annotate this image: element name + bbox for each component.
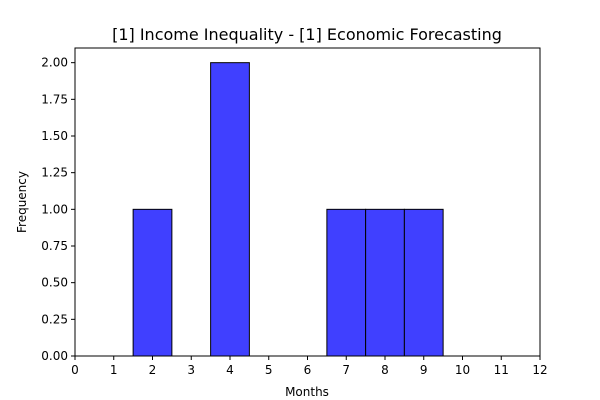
histogram-bar-3 <box>365 208 405 357</box>
x-tick-label-8: 8 <box>381 363 389 377</box>
y-tick-label-2: 0.50 <box>41 276 68 290</box>
x-tick-label-4: 4 <box>226 363 234 377</box>
histogram-bar-4 <box>403 208 444 357</box>
x-tick-label-5: 5 <box>265 363 273 377</box>
x-axis-ticks: 0 1 2 3 4 5 6 7 8 9 10 11 12 <box>71 356 548 377</box>
chart-title: [1] Income Inequality - [1] Economic For… <box>112 25 502 44</box>
y-tick-label-4: 1.00 <box>41 202 68 216</box>
x-tick-label-12: 12 <box>532 363 547 377</box>
y-axis-label: Frequency <box>15 171 29 233</box>
y-tick-label-7: 1.75 <box>41 92 68 106</box>
x-tick-label-6: 6 <box>304 363 312 377</box>
x-tick-label-7: 7 <box>342 363 350 377</box>
y-axis-ticks: 0.00 0.25 0.50 0.75 1.00 1.25 1.50 1.75 2.00 <box>41 56 75 363</box>
y-tick-label-6: 1.50 <box>41 129 68 143</box>
x-axis-label: Months <box>285 385 329 399</box>
y-tick-label-8: 2.00 <box>41 56 68 70</box>
bars-group <box>132 62 444 357</box>
y-tick-label-3: 0.75 <box>41 239 68 253</box>
y-tick-label-1: 0.25 <box>41 312 68 326</box>
x-tick-label-3: 3 <box>187 363 195 377</box>
x-tick-label-0: 0 <box>71 363 79 377</box>
histogram-bar-0 <box>132 208 173 357</box>
y-tick-label-0: 0.00 <box>41 349 68 363</box>
x-tick-label-1: 1 <box>110 363 118 377</box>
x-tick-label-9: 9 <box>420 363 428 377</box>
histogram-bar-2 <box>326 208 367 357</box>
x-tick-label-11: 11 <box>494 363 509 377</box>
x-tick-label-2: 2 <box>149 363 157 377</box>
x-tick-label-10: 10 <box>455 363 470 377</box>
y-tick-label-5: 1.25 <box>41 166 68 180</box>
histogram-bar-1 <box>210 62 250 357</box>
